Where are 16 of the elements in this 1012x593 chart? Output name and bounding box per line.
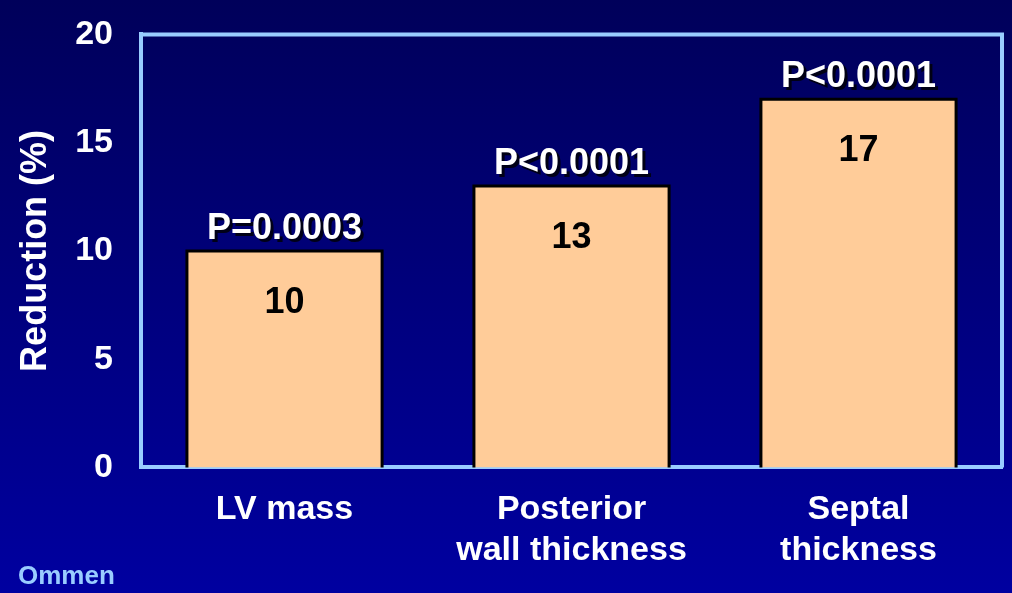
- text: Ommen: [18, 560, 115, 591]
- data-label: 13: [551, 214, 592, 256]
- y-tick-label: 0: [94, 445, 114, 484]
- x-tick-label: Posterior wall thickness: [455, 488, 687, 567]
- y-tick-label: 15: [75, 121, 114, 160]
- x-tick-label: LV mass: [215, 488, 354, 527]
- data-label: 17: [838, 128, 879, 170]
- annotation: P<0.0001: [493, 140, 650, 182]
- x-tick-label: Septal thickness: [780, 488, 937, 567]
- annotation: P<0.0001: [780, 54, 937, 96]
- y-axis-title: Reduction (%): [12, 129, 54, 372]
- y-tick-label: 20: [75, 12, 114, 51]
- annotation: P=0.0003: [206, 205, 363, 247]
- data-label: 10: [264, 279, 305, 321]
- y-tick-label: 10: [75, 229, 114, 268]
- y-tick-label: 5: [94, 337, 114, 376]
